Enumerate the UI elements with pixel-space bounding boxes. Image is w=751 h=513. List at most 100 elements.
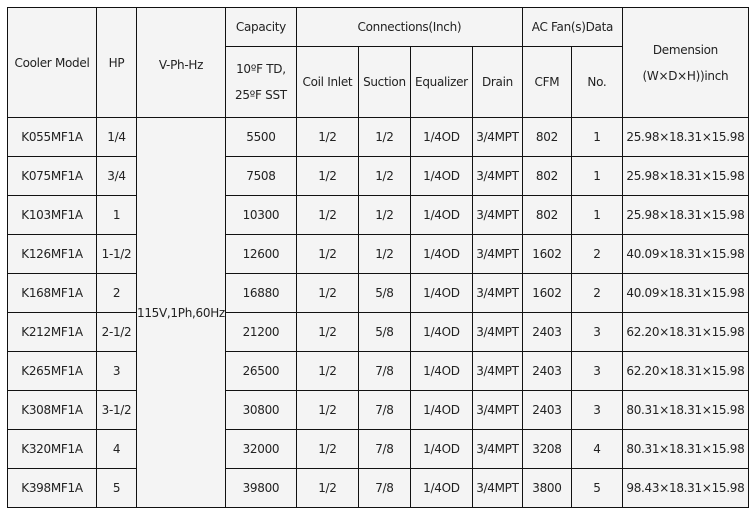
cell-model: K126MF1A (7, 234, 97, 274)
cell-coil: 1/2 (295, 195, 359, 235)
cell-equalizer: 1/4OD (409, 234, 473, 274)
cell-hp: 3/4 (96, 156, 137, 196)
cell-model: K055MF1A (7, 117, 97, 157)
cell-drain: 3/4MPT (471, 351, 523, 391)
cell-capacity: 10300 (224, 195, 297, 235)
cell-cfm: 2403 (521, 351, 572, 391)
cell-hp: 3-1/2 (96, 390, 137, 430)
cell-dim: 62.20×18.31×15.98 (621, 351, 749, 391)
cell-hp: 3 (96, 351, 137, 391)
cell-drain: 3/4MPT (471, 390, 523, 430)
cell-drain: 3/4MPT (471, 117, 523, 157)
cell-no: 4 (570, 429, 623, 469)
cell-equalizer: 1/4OD (409, 468, 473, 508)
cell-suction: 7/8 (357, 351, 411, 391)
table-row: K126MF1A 1-1/2 12600 1/2 1/2 1/4OD 3/4MPT 1602 2… (7, 234, 749, 274)
header-connections: Connections(Inch) (295, 7, 523, 47)
cell-cfm: 802 (521, 156, 572, 196)
cell-dim: 98.43×18.31×15.98 (621, 468, 749, 508)
cell-model: K212MF1A (7, 312, 97, 352)
header-capacity-conditions: 10ºF TD, 25ºF SST (224, 46, 297, 118)
cell-capacity: 5500 (224, 117, 297, 157)
cell-hp: 1-1/2 (96, 234, 137, 274)
cell-coil: 1/2 (295, 117, 359, 157)
cell-suction: 1/2 (357, 234, 411, 274)
cell-hp: 1/4 (96, 117, 137, 157)
cell-equalizer: 1/4OD (409, 195, 473, 235)
cell-model: K308MF1A (7, 390, 97, 430)
header-hp: HP (96, 7, 137, 118)
cell-drain: 3/4MPT (471, 468, 523, 508)
cell-dim: 80.31×18.31×15.98 (621, 390, 749, 430)
cell-equalizer: 1/4OD (409, 429, 473, 469)
header-model: Cooler Model (7, 7, 97, 118)
cell-capacity: 21200 (224, 312, 297, 352)
cell-no: 3 (570, 351, 623, 391)
cell-dim: 80.31×18.31×15.98 (621, 429, 749, 469)
cell-dim: 40.09×18.31×15.98 (621, 273, 749, 313)
cell-hp: 4 (96, 429, 137, 469)
cell-no: 1 (570, 156, 623, 196)
cell-no: 2 (570, 273, 623, 313)
cell-no: 1 (570, 117, 623, 157)
cell-drain: 3/4MPT (471, 429, 523, 469)
cell-drain: 3/4MPT (471, 234, 523, 274)
cell-capacity: 32000 (224, 429, 297, 469)
cell-suction: 7/8 (357, 468, 411, 508)
cell-drain: 3/4MPT (471, 156, 523, 196)
cell-suction: 5/8 (357, 312, 411, 352)
cell-dim: 25.98×18.31×15.98 (621, 117, 749, 157)
cell-model: K168MF1A (7, 273, 97, 313)
cell-cfm: 802 (521, 117, 572, 157)
cell-cfm: 802 (521, 195, 572, 235)
cell-coil: 1/2 (295, 390, 359, 430)
cell-cfm: 2403 (521, 390, 572, 430)
cell-no: 2 (570, 234, 623, 274)
cell-suction: 5/8 (357, 273, 411, 313)
cell-cfm: 1602 (521, 234, 572, 274)
cell-equalizer: 1/4OD (409, 312, 473, 352)
cell-capacity: 12600 (224, 234, 297, 274)
cell-model: K103MF1A (7, 195, 97, 235)
table-row: K103MF1A 1 10300 1/2 1/2 1/4OD 3/4MPT 802 1 25.98… (7, 195, 749, 235)
cell-suction: 1/2 (357, 156, 411, 196)
cell-drain: 3/4MPT (471, 312, 523, 352)
cell-no: 3 (570, 312, 623, 352)
table-row: K308MF1A 3-1/2 30800 1/2 7/8 1/4OD 3/4MPT 2403 3… (7, 390, 749, 430)
cell-coil: 1/2 (295, 468, 359, 508)
cell-equalizer: 1/4OD (409, 390, 473, 430)
cell-cfm: 3800 (521, 468, 572, 508)
cell-model: K398MF1A (7, 468, 97, 508)
table-row: K212MF1A 2-1/2 21200 1/2 5/8 1/4OD 3/4MPT 2403 3… (7, 312, 749, 352)
header-vph: V-Ph-Hz (136, 7, 226, 118)
header-capacity: Capacity (224, 7, 297, 47)
table-row: K320MF1A 4 32000 1/2 7/8 1/4OD 3/4MPT 3208 4 80.3… (7, 429, 749, 469)
cell-cfm: 2403 (521, 312, 572, 352)
cooler-spec-table: Cooler Model HP V-Ph-Hz Capacity Connect… (7, 7, 749, 508)
cell-drain: 3/4MPT (471, 273, 523, 313)
cell-coil: 1/2 (295, 273, 359, 313)
cell-hp: 2 (96, 273, 137, 313)
cell-suction: 7/8 (357, 390, 411, 430)
header-coil-inlet: Coil Inlet (295, 46, 359, 118)
cell-hp: 5 (96, 468, 137, 508)
cell-drain: 3/4MPT (471, 195, 523, 235)
header-fan: AC Fan(s)Data (521, 7, 623, 47)
cell-capacity: 16880 (224, 273, 297, 313)
cell-hp: 2-1/2 (96, 312, 137, 352)
cell-dim: 25.98×18.31×15.98 (621, 156, 749, 196)
cell-suction: 1/2 (357, 117, 411, 157)
cell-cfm: 1602 (521, 273, 572, 313)
cell-hp: 1 (96, 195, 137, 235)
cell-suction: 1/2 (357, 195, 411, 235)
cell-voltage: 115V,1Ph,60Hz (136, 117, 226, 508)
table-row: K265MF1A 3 26500 1/2 7/8 1/4OD 3/4MPT 2403 3 62.2… (7, 351, 749, 391)
cell-suction: 7/8 (357, 429, 411, 469)
header-suction: Suction (357, 46, 411, 118)
cell-model: K265MF1A (7, 351, 97, 391)
cell-coil: 1/2 (295, 156, 359, 196)
cell-model: K320MF1A (7, 429, 97, 469)
cell-capacity: 7508 (224, 156, 297, 196)
table-row: K168MF1A 2 16880 1/2 5/8 1/4OD 3/4MPT 1602 2 40.0… (7, 273, 749, 313)
header-equalizer: Equalizer (409, 46, 473, 118)
